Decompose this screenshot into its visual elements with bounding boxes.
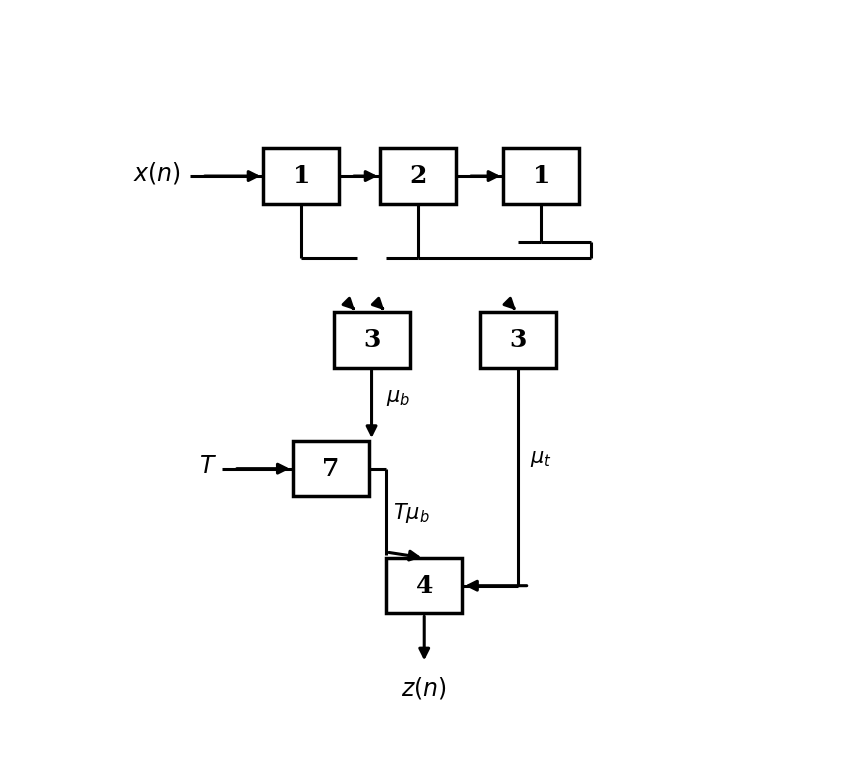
Bar [480,312,555,368]
Text: 3: 3 [509,328,526,352]
Text: 2: 2 [409,164,426,188]
Text: $z(n)$: $z(n)$ [401,675,447,701]
Text: $T$: $T$ [198,454,216,478]
Bar [386,558,461,613]
Bar [503,148,579,204]
Text: 4: 4 [415,574,432,597]
Bar [263,148,339,204]
Text: $\mu_t$: $\mu_t$ [529,449,551,469]
Text: $T\mu_b$: $T\mu_b$ [393,502,430,525]
Text: 1: 1 [292,164,310,188]
Text: 1: 1 [532,164,549,188]
Text: 7: 7 [321,457,339,480]
Bar [333,312,409,368]
Bar [380,148,455,204]
Text: $\mu_b$: $\mu_b$ [386,388,410,408]
Text: 3: 3 [362,328,380,352]
Bar [292,441,369,496]
Text: $x(n)$: $x(n)$ [133,160,181,186]
